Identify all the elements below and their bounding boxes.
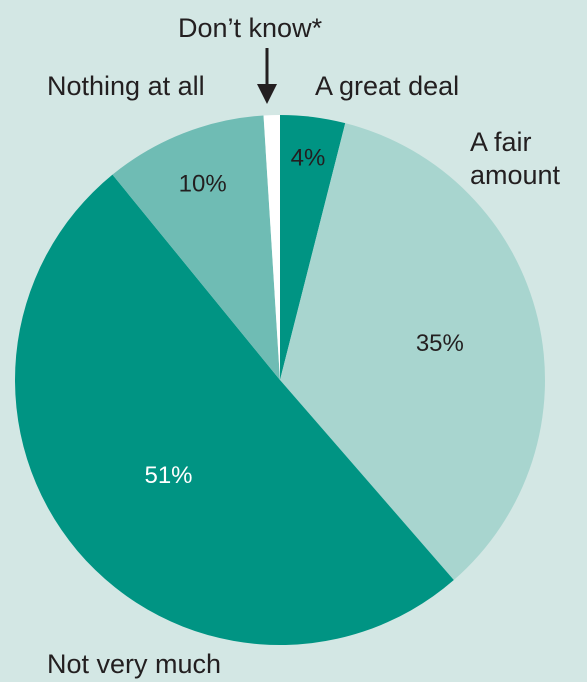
- legend-label-a-fair-amount-line2: amount: [470, 160, 561, 190]
- pie-slice-nothing-at-all: [112, 115, 280, 380]
- pie-slice-a-fair-amount: [280, 123, 546, 581]
- legend-label-not-very-much: Not very much: [47, 649, 221, 679]
- pie-slices: [15, 115, 546, 645]
- pie-slice-don-t-know: [263, 115, 280, 380]
- slice-value-label-a-great-deal: 4%: [291, 144, 326, 171]
- slice-value-label-not-very-much: 51%: [144, 462, 192, 489]
- dont-know-arrow-icon: [257, 48, 277, 104]
- legend-label-a-great-deal: A great deal: [315, 71, 459, 101]
- legend-label-dont-know: Don’t know*: [178, 13, 323, 43]
- pie-slice-not-very-much: [15, 174, 454, 645]
- legend-label-a-fair-amount-line1: A fair: [470, 127, 532, 157]
- pie-slice-a-great-deal: [280, 115, 346, 380]
- legend-label-nothing-at-all: Nothing at all: [47, 71, 205, 101]
- slice-value-label-a-fair-amount: 35%: [416, 330, 464, 357]
- slice-labels: 4% 35% 51% 10%: [144, 144, 463, 488]
- slice-value-label-nothing-at-all: 10%: [179, 171, 227, 198]
